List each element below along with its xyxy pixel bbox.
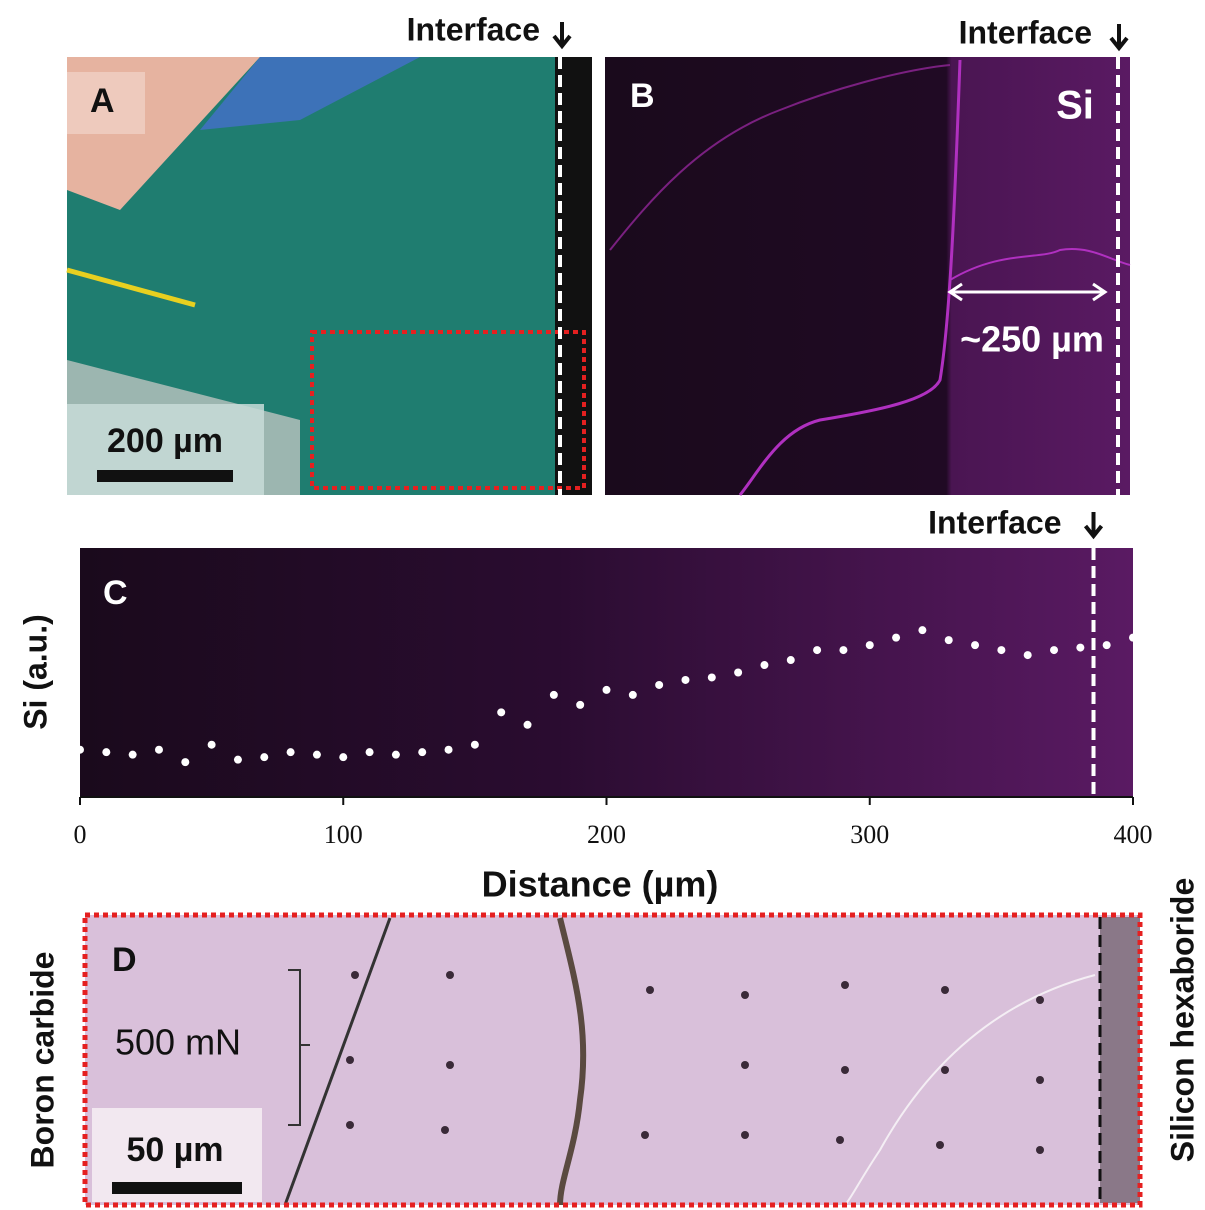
data-point [155,746,163,754]
indent [1036,1146,1044,1154]
indent [351,971,359,979]
material-label: Silicon hexaboride [1164,878,1200,1163]
data-point [655,681,663,689]
data-point [524,721,532,729]
x-tick-label: 200 [587,820,626,849]
data-point [734,669,742,677]
data-point [1024,651,1032,659]
arrow [1111,24,1127,48]
data-point [576,701,584,709]
data-point [1050,646,1058,654]
indent [441,1126,449,1134]
panel-a: A 200 µm Interface [67,11,592,495]
distance-label: ~250 µm [960,319,1104,360]
interface-label: Interface [407,11,540,47]
panel-c: C Si (a.u.) Distance (µm) 0 100 200 300 400 I… [17,504,1152,904]
data-point [997,646,1005,654]
indent [841,1066,849,1074]
y-axis-label: Si (a.u.) [17,614,53,730]
indent [446,971,454,979]
data-point [418,748,426,756]
indent [1036,1076,1044,1084]
scale-bar [112,1182,242,1194]
scale-bar [97,470,233,482]
data-point [181,758,189,766]
data-point [471,741,479,749]
data-point [945,636,953,644]
element-label: Si [1056,84,1094,128]
data-point [287,748,295,756]
indent [841,981,849,989]
data-point [1076,644,1084,652]
data-point [918,626,926,634]
panel-b: B Si ~250 µm Interface [605,14,1130,495]
data-point [1129,634,1137,642]
indent [741,1131,749,1139]
arrow [1086,512,1102,536]
data-point [234,756,242,764]
indent [741,1061,749,1069]
data-point [866,641,874,649]
data-point [366,748,374,756]
boride [1100,917,1140,1203]
panel-label: C [103,574,128,612]
scale-bar-label: 200 µm [107,422,223,460]
x-tick-label: 100 [324,820,363,849]
data-point [813,646,821,654]
si-map [605,57,1130,495]
data-point [787,656,795,664]
data-point [260,753,268,761]
indent [646,986,654,994]
data-point [76,746,84,754]
data-point [708,673,716,681]
data-point [760,661,768,669]
data-point [971,641,979,649]
interface-label: Interface [959,14,1092,50]
indent [1036,996,1044,1004]
indent [346,1056,354,1064]
indent [941,1066,949,1074]
scale-bar-label: 50 µm [126,1131,223,1169]
interface-label: Interface [928,504,1061,540]
x-tick-label: 300 [850,820,889,849]
indent [836,1136,844,1144]
page: A 200 µm Interface B Si ~250 µm Interfac… [0,0,1205,1210]
data-point [339,753,347,761]
figure: A 200 µm Interface B Si ~250 µm Interfac… [0,0,1205,1210]
indent [941,986,949,994]
data-point [681,676,689,684]
indent [346,1121,354,1129]
data-point [603,686,611,694]
data-point [497,708,505,716]
data-point [629,691,637,699]
data-point [208,741,216,749]
panel-label: A [90,82,115,120]
data-point [102,748,110,756]
data-point [392,751,400,759]
data-point [892,634,900,642]
arrow [554,22,570,46]
data-point [445,746,453,754]
data-point [1103,641,1111,649]
material-label: Boron carbide [24,952,60,1169]
x-tick-label: 400 [1114,820,1153,849]
indent [446,1061,454,1069]
panel-label: D [112,941,137,979]
x-axis-label: Distance (µm) [482,864,719,905]
x-tick-label: 0 [74,820,87,849]
indent [741,991,749,999]
indent [936,1141,944,1149]
data-point [313,751,321,759]
data-point [839,646,847,654]
data-point [550,691,558,699]
data-point [129,751,137,759]
panel-label: B [630,77,655,115]
indent [641,1131,649,1139]
panel-d: D 500 mN 50 µm Boron carbide Silicon hex… [24,878,1200,1205]
load-label: 500 mN [115,1022,241,1063]
